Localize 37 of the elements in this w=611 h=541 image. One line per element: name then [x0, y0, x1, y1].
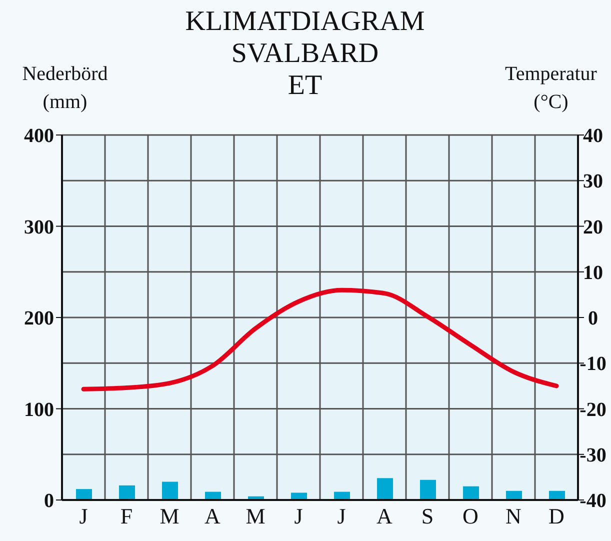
y-tick-label: 200 [24, 308, 54, 330]
y-tick-label: 100 [24, 398, 54, 421]
bar [463, 486, 479, 500]
x-tick-label: S [421, 504, 434, 529]
y2-tick-label: -20 [580, 398, 606, 421]
x-tick-label: M [246, 504, 266, 529]
y2-tick-label: -10 [580, 353, 606, 376]
y-tick-label: 0 [44, 490, 54, 512]
bar [377, 478, 393, 500]
x-tick-label: J [337, 504, 346, 529]
y2-tick-label: 0 [588, 308, 598, 330]
y-axis-title: Nederbörd (mm) [21, 62, 109, 115]
x-tick-label: D [548, 504, 564, 529]
x-tick-label: O [462, 504, 478, 529]
y2-tick-label: 10 [583, 262, 603, 284]
bar [76, 489, 92, 500]
x-tick-label: J [294, 504, 304, 529]
bar [162, 482, 178, 500]
y2-tick-label: -30 [580, 444, 606, 466]
x-tick-label: A [204, 504, 221, 529]
chart-title: KLIMATDIAGRAM SVALBARD [184, 6, 426, 70]
y2-axis-title: Temperatur (°C) [504, 62, 598, 115]
bar [119, 485, 135, 500]
x-tick-label: A [376, 504, 393, 529]
x-tick-label: J [79, 504, 88, 529]
y-tick-label: 400 [24, 125, 54, 148]
y2-tick-label: 20 [583, 216, 603, 238]
y2-tick-label: 40 [583, 125, 603, 148]
x-tick-label: M [160, 504, 180, 529]
y2-tick-label: -40 [580, 490, 606, 512]
y-tick-label: 300 [24, 216, 54, 238]
x-tick-label: N [506, 504, 522, 529]
y2-tick-label: 30 [583, 170, 603, 193]
chart-subtitle: ET [286, 70, 324, 102]
line-series [81, 288, 559, 392]
bar [420, 480, 436, 500]
x-tick-label: F [120, 504, 133, 529]
